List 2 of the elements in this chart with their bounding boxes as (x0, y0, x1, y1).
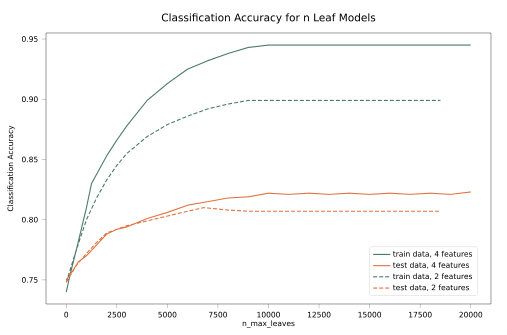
line-series (66, 44, 472, 292)
chart-title: Classification Accuracy for n Leaf Models (162, 13, 376, 24)
